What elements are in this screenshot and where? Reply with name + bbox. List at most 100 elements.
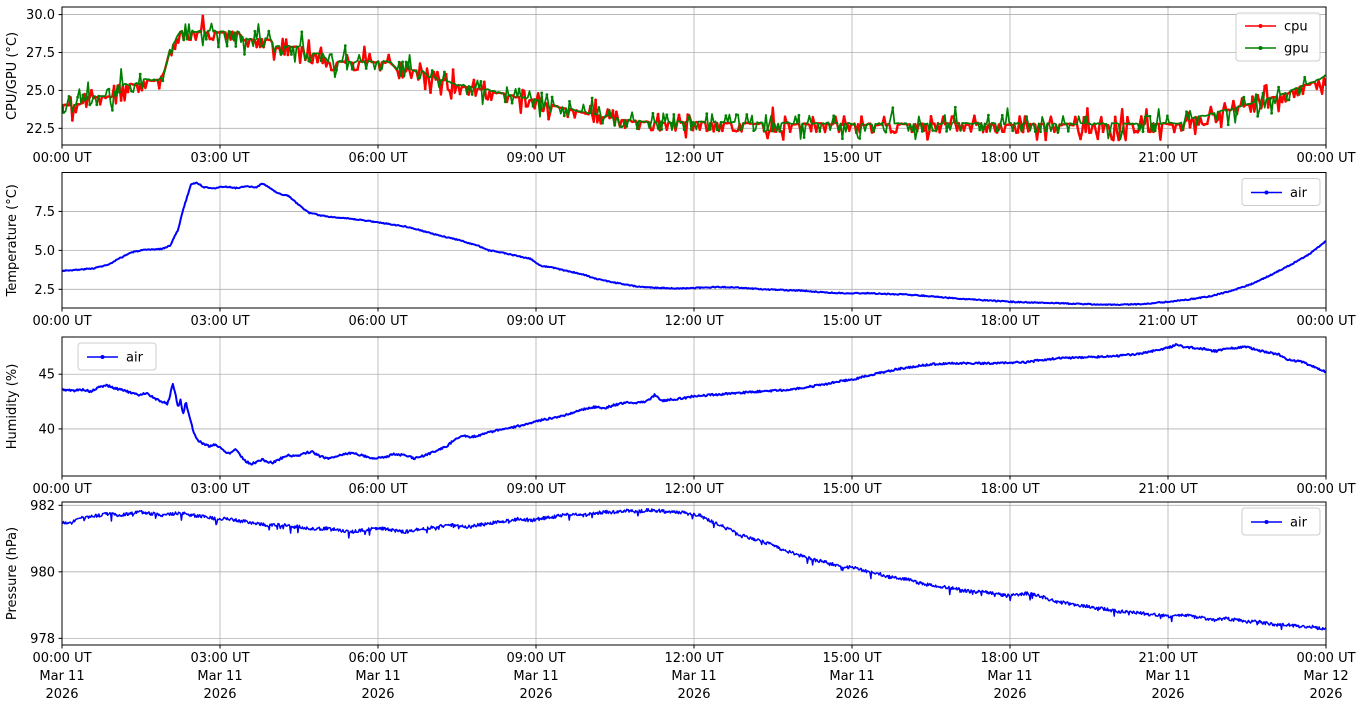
marker-dot bbox=[189, 36, 193, 40]
series-line-air bbox=[62, 181, 1326, 307]
x-year-label: 2026 bbox=[1151, 687, 1184, 702]
x-tick-label: 18:00 UT bbox=[980, 151, 1039, 166]
x-tick-label: 12:00 UT bbox=[664, 651, 723, 666]
marker-dot bbox=[884, 130, 888, 134]
marker-dot bbox=[1185, 110, 1188, 114]
marker-dot bbox=[677, 113, 681, 117]
marker-dot bbox=[613, 123, 617, 127]
marker-dot bbox=[307, 59, 311, 63]
x-tick-label: 06:00 UT bbox=[348, 314, 407, 329]
marker-dot bbox=[860, 115, 863, 119]
marker-dot bbox=[818, 130, 822, 133]
y-tick-label: 980 bbox=[30, 565, 55, 580]
marker-dot bbox=[733, 129, 736, 133]
marker-dot bbox=[766, 128, 769, 132]
y-tick-label: 40 bbox=[38, 422, 55, 437]
marker-dot bbox=[130, 89, 133, 93]
marker-dot bbox=[140, 88, 144, 92]
marker-dot bbox=[842, 115, 846, 118]
x-tick-label: 12:00 UT bbox=[664, 151, 723, 166]
marker-dot bbox=[1011, 129, 1015, 133]
marker-dot bbox=[458, 92, 462, 96]
x-tick-label: 15:00 UT bbox=[822, 314, 881, 329]
panel-pressure: 978 980 982 00:00 UT Mar 11 2026 03:00 UT Mar 1… bbox=[5, 499, 1356, 702]
marker-dot bbox=[1021, 130, 1025, 134]
x-tick-label: 00:00 UT bbox=[32, 314, 91, 329]
marker-dot bbox=[1113, 115, 1117, 119]
x-year-label: 2026 bbox=[361, 687, 394, 702]
marker-dot bbox=[118, 90, 121, 94]
marker-dot bbox=[1166, 114, 1169, 118]
marker-dot bbox=[185, 37, 189, 41]
marker-dot bbox=[321, 61, 325, 65]
marker-dot bbox=[1280, 100, 1284, 104]
x-tick-label: 00:00 UT bbox=[1296, 482, 1355, 497]
marker-dot bbox=[950, 115, 954, 119]
x-year-label: 2026 bbox=[835, 687, 868, 702]
marker-dot bbox=[762, 129, 766, 133]
marker-dot bbox=[1002, 130, 1006, 134]
marker-dot bbox=[210, 37, 213, 41]
marker-dot bbox=[335, 68, 338, 72]
x-date-label: Mar 11 bbox=[1145, 669, 1190, 684]
y-tick-label: 27.5 bbox=[26, 46, 55, 61]
marker-dot bbox=[797, 113, 801, 117]
x-axis: 00:00 UT Mar 11 2026 03:00 UT Mar 11 2026 06:0… bbox=[32, 645, 1356, 702]
marker-dot bbox=[1172, 130, 1176, 134]
marker-dot bbox=[766, 136, 769, 140]
marker-dot bbox=[734, 113, 738, 117]
marker-dot bbox=[547, 117, 550, 121]
marker-dot bbox=[430, 69, 434, 72]
legend: air bbox=[1241, 178, 1321, 206]
x-tick-label: 06:00 UT bbox=[348, 482, 407, 497]
series-group bbox=[62, 343, 1326, 466]
x-tick-label: 00:00 UT bbox=[32, 482, 91, 497]
legend-marker-dot bbox=[1264, 520, 1269, 524]
marker-dot bbox=[1292, 95, 1296, 99]
marker-dot bbox=[283, 53, 286, 56]
y-axis-title: Humidity (%) bbox=[5, 364, 20, 450]
marker-dot bbox=[279, 52, 283, 56]
x-tick-label: 00:00 UT bbox=[32, 651, 91, 666]
legend-box bbox=[1235, 12, 1321, 62]
marker-dot bbox=[1277, 85, 1280, 89]
marker-dot bbox=[243, 52, 246, 56]
marker-dot bbox=[625, 125, 629, 128]
panel-humidity: 40 45 00:00 UT 03:00 UT 06:00 UT 09:00 UT 12:0… bbox=[5, 336, 1356, 497]
marker-dot bbox=[95, 103, 99, 107]
marker-dot bbox=[472, 78, 476, 82]
marker-dot bbox=[1120, 130, 1124, 134]
marker-dot bbox=[225, 44, 229, 48]
x-date-label: Mar 12 bbox=[1303, 669, 1348, 684]
marker-dot bbox=[182, 38, 186, 42]
gridlines bbox=[61, 502, 1327, 645]
x-year-label: 2026 bbox=[45, 687, 78, 702]
marker-dot bbox=[745, 113, 749, 116]
x-tick-label: 18:00 UT bbox=[980, 482, 1039, 497]
marker-dot bbox=[470, 93, 474, 96]
marker-dot bbox=[1066, 129, 1070, 133]
marker-dot bbox=[71, 119, 74, 122]
x-tick-label: 15:00 UT bbox=[822, 482, 881, 497]
marker-dot bbox=[1025, 115, 1028, 119]
marker-dot bbox=[401, 60, 404, 64]
marker-dot bbox=[1214, 120, 1218, 124]
marker-dot bbox=[119, 99, 123, 102]
marker-dot bbox=[1263, 84, 1267, 88]
marker-dot bbox=[521, 88, 524, 92]
series-line-air bbox=[62, 343, 1326, 466]
legend-label: air bbox=[1290, 186, 1308, 201]
marker-dot bbox=[217, 45, 220, 49]
marker-dot bbox=[423, 87, 427, 91]
marker-dot bbox=[708, 127, 712, 131]
x-tick-label: 18:00 UT bbox=[980, 651, 1039, 666]
marker-dot bbox=[1301, 92, 1305, 96]
marker-dot bbox=[234, 45, 238, 48]
marker-dot bbox=[330, 53, 333, 56]
legend: air bbox=[77, 342, 157, 371]
marker-dot bbox=[920, 130, 924, 133]
marker-dot bbox=[204, 37, 208, 41]
